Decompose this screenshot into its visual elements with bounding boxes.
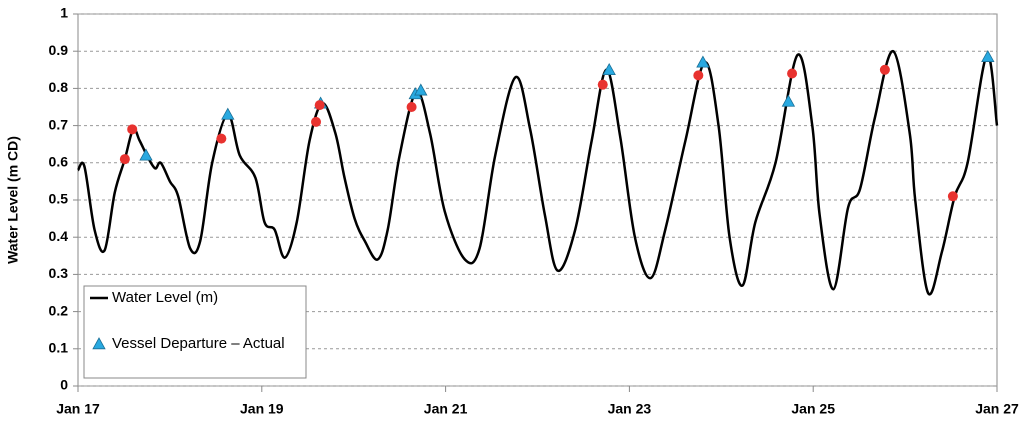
point-marker: [947, 191, 958, 202]
x-tick-label: Jan 21: [424, 401, 468, 417]
y-tick-label: 0.3: [49, 265, 69, 281]
point-marker: [314, 100, 325, 111]
x-tick-label: Jan 27: [975, 401, 1019, 417]
y-axis-label: Water Level (m CD): [5, 136, 21, 264]
y-tick-label: 0.2: [49, 302, 69, 318]
point-marker: [127, 124, 138, 135]
x-tick-label: Jan 23: [608, 401, 652, 417]
point-marker: [879, 64, 890, 75]
departure-marker: [221, 107, 235, 120]
departure-marker: [781, 94, 796, 107]
point-marker: [406, 102, 417, 112]
y-tick-label: 0.4: [49, 228, 69, 244]
point-marker: [216, 133, 227, 144]
y-tick-label: 0.5: [49, 191, 69, 207]
y-tick-label: 0.1: [49, 340, 69, 356]
y-tick-label: 0.6: [49, 154, 69, 170]
y-tick-label: 0.9: [49, 42, 69, 58]
y-tick-label: 1: [60, 5, 68, 21]
legend-label: Vessel Departure – Actual: [112, 335, 285, 352]
y-tick-label: 0: [60, 377, 68, 393]
water-level-line: [76, 49, 999, 296]
legend-box: [83, 285, 307, 379]
departure-marker: [696, 55, 710, 68]
x-tick-label: Jan 25: [791, 401, 835, 417]
point-marker: [787, 68, 798, 79]
point-marker: [597, 79, 608, 90]
legend-swatch: [92, 337, 106, 350]
y-tick-label: 0.7: [49, 116, 69, 132]
point-marker: [693, 70, 704, 81]
x-tick-label: Jan 17: [56, 401, 100, 417]
y-tick-label: 0.8: [49, 79, 69, 95]
legend-label: Water Level (m): [112, 289, 218, 306]
departure-marker: [414, 83, 428, 96]
point-marker: [119, 154, 130, 165]
departure-marker: [139, 148, 153, 161]
departure-marker: [981, 49, 995, 62]
point-marker: [311, 116, 322, 127]
x-tick-label: Jan 19: [240, 401, 284, 417]
departure-marker: [602, 62, 616, 75]
